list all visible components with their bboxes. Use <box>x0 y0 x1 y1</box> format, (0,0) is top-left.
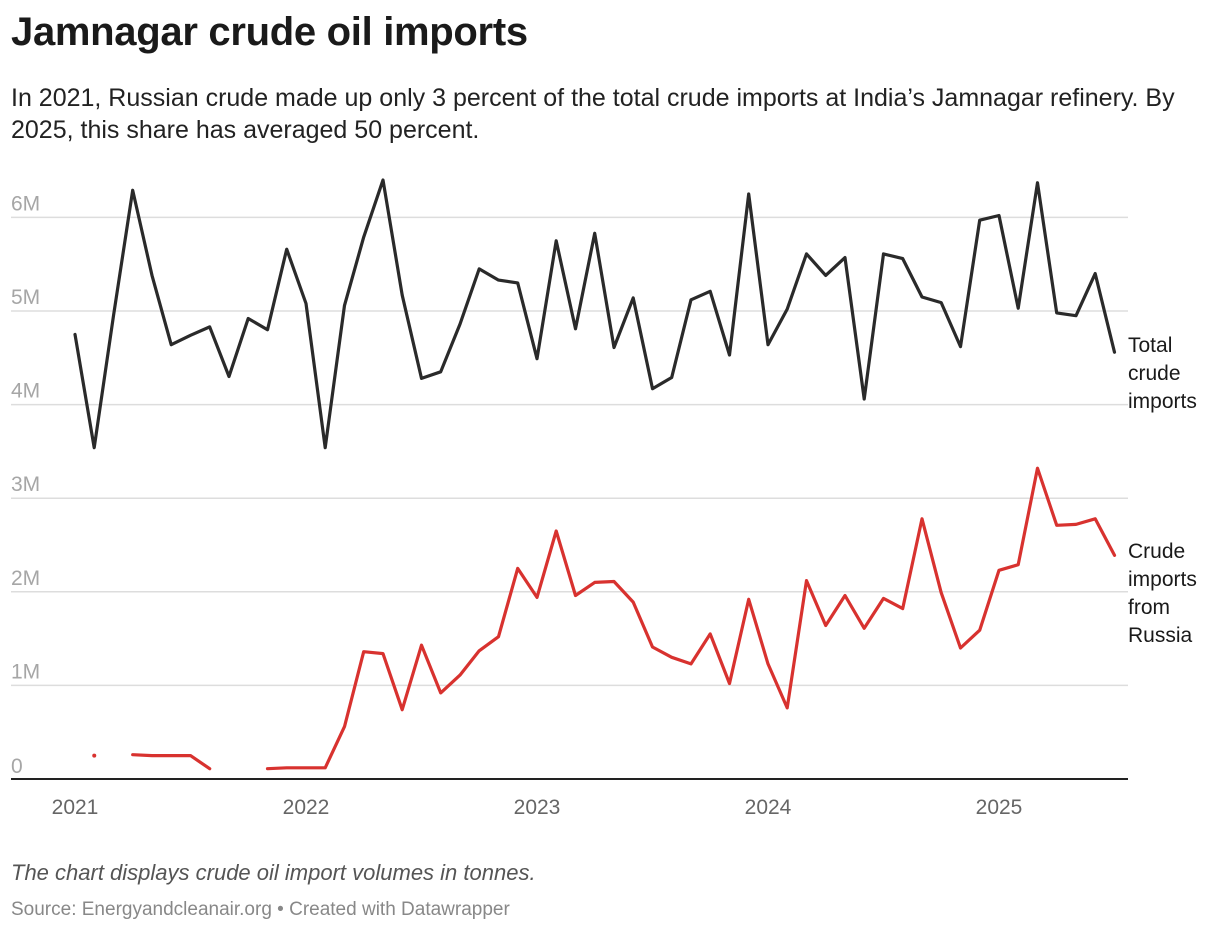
y-tick-label: 2M <box>11 567 40 590</box>
series-russia <box>92 466 1117 771</box>
chart-note: The chart displays crude oil import volu… <box>11 860 536 885</box>
series-total <box>73 178 1117 450</box>
y-tick-label: 0 <box>11 755 23 778</box>
series-lines <box>73 178 1117 771</box>
y-tick-label: 6M <box>11 192 40 215</box>
x-tick-label: 2025 <box>976 796 1023 819</box>
chart-source: Source: Energyandcleanair.org • Created … <box>11 899 510 920</box>
series-line <box>265 466 1117 771</box>
x-tick-label: 2023 <box>514 796 561 819</box>
series-labels: Total crude imports Crude imports from Russia <box>1128 334 1197 647</box>
series-line <box>73 178 1117 450</box>
y-axis-ticks: 0 1M 2M 3M 4M 5M 6M <box>11 192 40 778</box>
series-label-total: Total crude imports <box>1128 334 1197 413</box>
chart-subtitle: In 2021, Russian crude made up only 3 pe… <box>11 84 1175 144</box>
line-chart: 0 1M 2M 3M 4M 5M 6M 2021 2022 2023 2024 2025 Total… <box>11 178 1197 819</box>
y-tick-label: 3M <box>11 473 40 496</box>
chart-title: Jamnagar crude oil imports <box>11 10 528 54</box>
series-line <box>131 753 212 771</box>
y-tick-label: 5M <box>11 286 40 309</box>
gridlines <box>11 216 1128 687</box>
y-tick-label: 1M <box>11 660 40 683</box>
data-point <box>92 753 97 758</box>
y-tick-label: 4M <box>11 380 40 403</box>
series-label-russia: Crude imports from Russia <box>1128 540 1197 647</box>
x-tick-label: 2021 <box>52 796 99 819</box>
x-tick-label: 2022 <box>283 796 330 819</box>
x-tick-label: 2024 <box>745 796 792 819</box>
x-axis-ticks: 2021 2022 2023 2024 2025 <box>52 796 1023 819</box>
